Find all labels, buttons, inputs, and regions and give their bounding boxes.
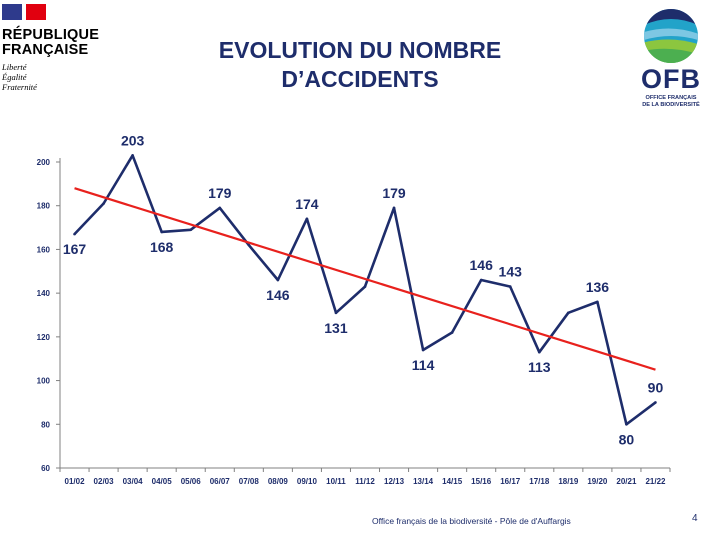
data-label: 203 xyxy=(121,132,145,148)
data-label: 136 xyxy=(586,279,610,295)
marianne-flag-icon xyxy=(2,4,46,20)
data-point xyxy=(450,331,454,334)
x-tick-label: 12/13 xyxy=(384,477,405,486)
data-point xyxy=(508,285,512,288)
x-tick-label: 19/20 xyxy=(587,477,608,486)
ofb-emblem-icon xyxy=(644,9,698,63)
y-tick-label: 60 xyxy=(41,464,50,473)
data-point xyxy=(305,217,309,221)
y-tick-label: 160 xyxy=(37,245,51,254)
data-label: 168 xyxy=(150,239,174,255)
data-label: 174 xyxy=(295,196,319,212)
data-point xyxy=(392,206,396,210)
x-tick-label: 02/03 xyxy=(94,477,115,486)
x-tick-label: 17/18 xyxy=(529,477,550,486)
data-label: 143 xyxy=(499,264,523,280)
data-point xyxy=(73,232,76,236)
data-label: 114 xyxy=(412,357,435,373)
data-point xyxy=(160,230,163,234)
ofb-logo: OFB OFFICE FRANÇAIS DE LA BIODIVERSITÉ xyxy=(628,6,714,108)
data-point xyxy=(334,311,338,315)
page-number: 4 xyxy=(692,513,698,524)
data-point xyxy=(276,278,280,282)
data-label: 179 xyxy=(208,185,232,201)
slide-title: EVOLUTION DU NOMBRE D’ACCIDENTS xyxy=(218,37,502,92)
y-tick-label: 120 xyxy=(37,333,51,342)
data-label: 131 xyxy=(324,320,348,336)
footer-text: Office français de la biodiversité - Pôl… xyxy=(372,516,571,526)
y-tick-label: 80 xyxy=(41,420,50,429)
data-label: 167 xyxy=(63,241,87,257)
y-tick-label: 100 xyxy=(37,377,51,386)
x-tick-label: 07/08 xyxy=(239,477,260,486)
data-point xyxy=(654,401,657,404)
x-tick-label: 01/02 xyxy=(65,477,86,486)
data-point xyxy=(567,311,570,315)
data-label: 90 xyxy=(648,379,664,395)
x-tick-label: 03/04 xyxy=(123,477,144,486)
x-tick-label: 08/09 xyxy=(268,477,289,486)
x-tick-label: 11/12 xyxy=(355,477,375,486)
data-point xyxy=(102,202,105,205)
ofb-letters: OFB xyxy=(641,64,701,94)
x-tick-label: 21/22 xyxy=(645,477,666,486)
x-tick-label: 13/14 xyxy=(413,477,434,486)
data-label: 146 xyxy=(470,257,494,273)
y-tick-label: 200 xyxy=(37,158,51,167)
trend-line xyxy=(74,187,656,371)
x-tick-label: 09/10 xyxy=(297,477,318,486)
data-label: 113 xyxy=(528,359,551,375)
x-tick-label: 16/17 xyxy=(500,477,521,486)
data-point xyxy=(247,243,251,247)
y-tick-label: 140 xyxy=(37,289,51,298)
accidents-series-line xyxy=(73,154,657,426)
republique-motto: Liberté Égalité Fraternité xyxy=(2,62,37,92)
data-label: 146 xyxy=(266,287,290,303)
x-tick-label: 10/11 xyxy=(326,477,346,486)
data-point xyxy=(479,278,483,282)
republique-francaise-name: RÉPUBLIQUE FRANÇAISE xyxy=(2,27,100,58)
x-tick-label: 15/16 xyxy=(471,477,492,486)
data-point xyxy=(421,348,425,352)
data-point xyxy=(189,228,193,232)
data-label: 80 xyxy=(619,431,635,447)
x-tick-label: 06/07 xyxy=(210,477,231,486)
data-point xyxy=(625,422,628,426)
ofb-subtitle: OFFICE FRANÇAIS DE LA BIODIVERSITÉ xyxy=(642,95,700,108)
data-point xyxy=(537,350,541,354)
accidents-line-chart: 60 80 100 120 140 160 180 200 01/02 02/03 03/04 04/… xyxy=(37,132,671,486)
data-point xyxy=(218,206,222,210)
x-tick-label: 05/06 xyxy=(181,477,202,486)
data-point xyxy=(363,285,367,288)
data-point xyxy=(131,154,134,157)
x-tick-label: 20/21 xyxy=(616,477,637,486)
x-tick-label: 18/19 xyxy=(558,477,579,486)
x-tick-label: 14/15 xyxy=(442,477,463,486)
data-label: 179 xyxy=(382,185,406,201)
data-point xyxy=(596,300,599,304)
x-tick-label: 04/05 xyxy=(152,477,173,486)
y-tick-label: 180 xyxy=(37,202,51,211)
